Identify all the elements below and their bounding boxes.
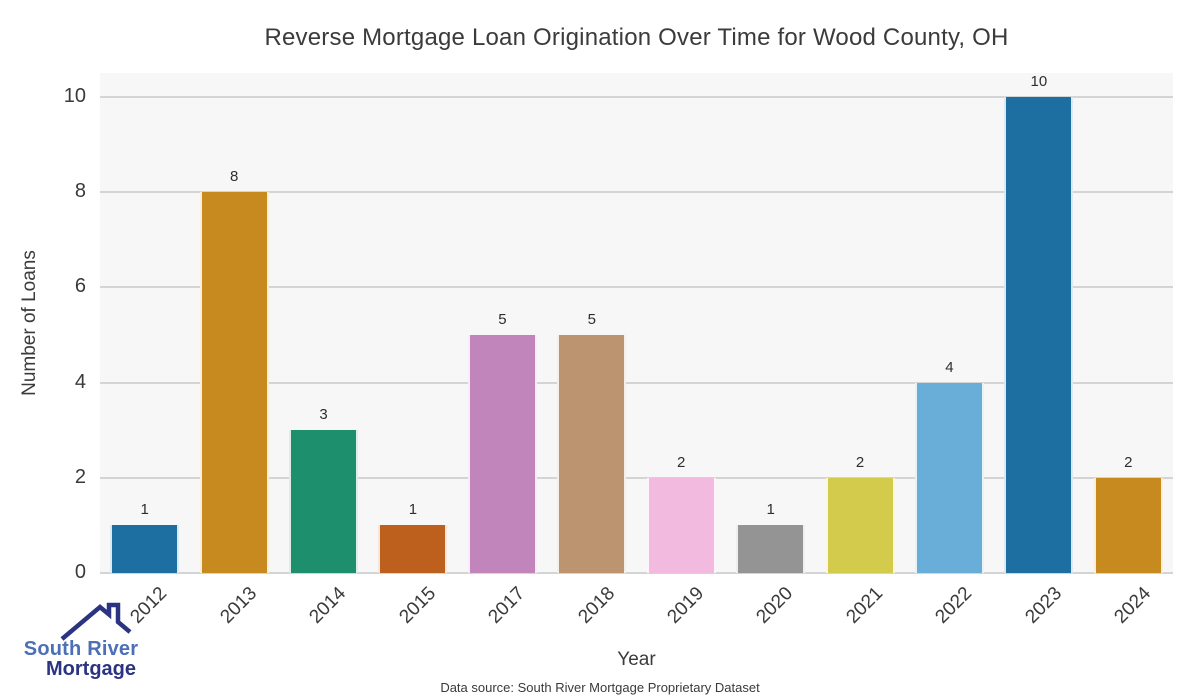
gridline-y-4 [100,381,1173,384]
x-tick-label-2019: 2019 [663,583,709,628]
gridline-y-10 [100,96,1173,98]
bar-value-label-2013: 8 [229,168,239,186]
x-tick-label-2024: 2024 [1110,583,1156,628]
bar-2012 [110,525,180,573]
bar-2023 [1004,97,1074,573]
bar-value-label-2024: 2 [1124,453,1133,471]
gridline-y-8 [100,191,1173,194]
bar-value-label-2021: 2 [855,453,865,471]
x-tick-label-2020: 2020 [752,583,798,628]
logo-text-line1: South River [23,638,139,660]
y-tick-label-4: 4 [74,370,86,393]
y-tick-label-8: 8 [74,180,86,203]
bar-value-label-2022: 4 [945,358,954,376]
x-tick-label-2022: 2022 [931,583,977,628]
bar-2022 [914,382,984,573]
x-tick-label-2014: 2014 [305,583,351,628]
x-tick-label-2013: 2013 [216,583,261,628]
bar-2014 [289,430,359,573]
y-tick-label-0: 0 [74,561,86,583]
bar-2021 [825,477,895,573]
bar-value-label-2012: 1 [140,501,149,519]
bar-value-label-2015: 1 [408,501,418,519]
bar-2018 [557,335,627,573]
south-river-mortgage-logo: South River Mortgage [20,600,142,690]
bar-value-label-2023: 10 [1030,73,1048,90]
bar-2019 [646,477,716,573]
bar-2024 [1093,477,1163,573]
x-tick-label-2015: 2015 [395,583,440,628]
gridline-y-2 [100,476,1173,479]
bar-2015 [378,525,448,573]
bar-value-label-2017: 5 [498,311,507,328]
bar-2017 [467,335,537,573]
bar-2020 [736,525,806,573]
chart-title: Reverse Mortgage Loan Origination Over T… [264,24,1009,51]
logo-text-line2: Mortgage [46,658,136,680]
y-tick-label-6: 6 [74,275,86,298]
bar-value-label-2019: 2 [677,453,686,471]
data-source-note: Data source: South River Mortgage Propri… [440,680,760,695]
bar-value-label-2018: 5 [587,311,596,328]
x-axis-ticks: 2012 2013 2014 2015 2017 2018 2019 2020 2021 2022… [100,573,1173,648]
x-axis-title: Year [617,649,656,670]
x-tick-label-2018: 2018 [573,583,619,628]
y-tick-label-2: 2 [74,465,86,488]
y-tick-label-10: 10 [63,85,86,107]
house-roof-icon [60,602,132,641]
bar-2013 [199,192,269,573]
bar-value-label-2020: 1 [766,501,775,519]
gridline-y-6 [100,286,1173,289]
gridline-y-0 [100,572,1173,574]
x-tick-label-2017: 2017 [484,583,530,628]
x-tick-label-2023: 2023 [1020,583,1066,628]
x-tick-label-2021: 2021 [842,583,887,628]
bar-value-label-2014: 3 [319,406,328,424]
plot-area: 1 8 3 1 5 5 2 1 2 4 10 2 [100,73,1173,574]
